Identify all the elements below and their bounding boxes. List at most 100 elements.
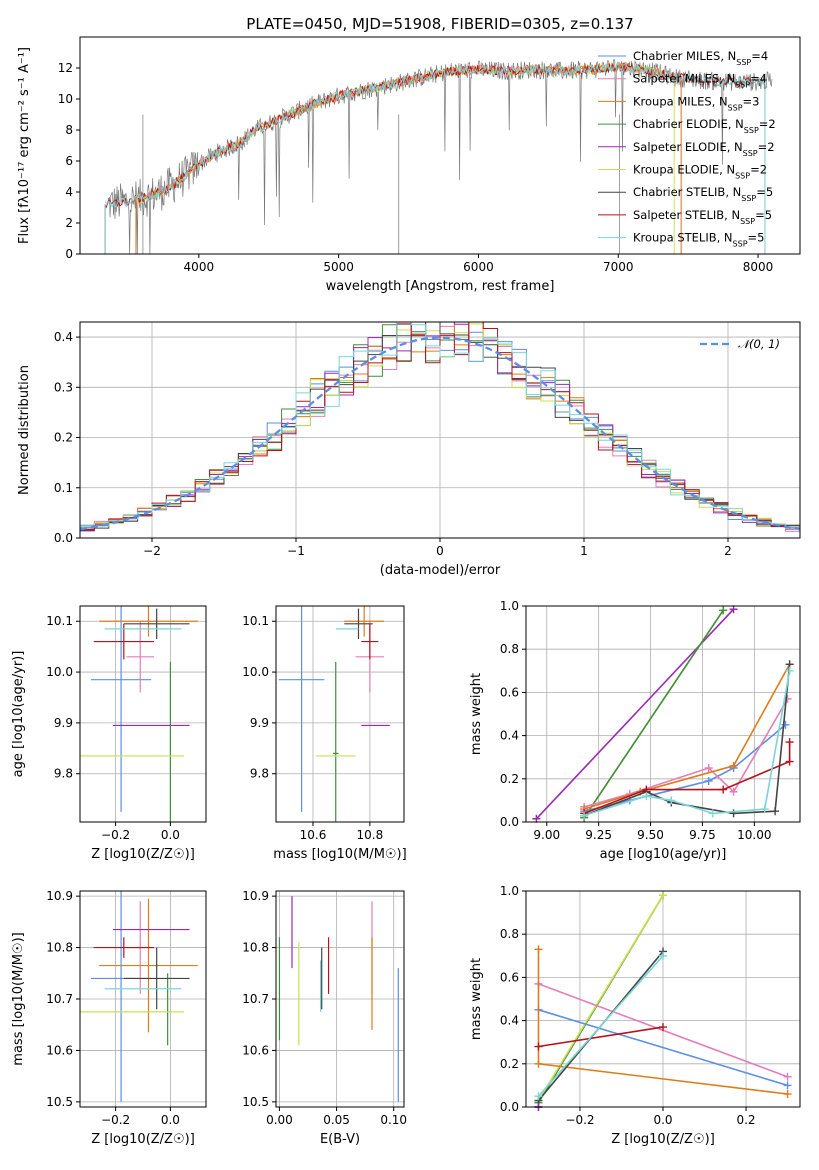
weight-line [583,698,789,808]
y-tick-label: 1.0 [500,884,519,898]
legend-label: 𝒩(0, 1) [738,337,780,351]
y-tick-label: 9.9 [54,716,73,730]
residuals-panel: −2 −1 0 1 2 0.0 0.1 0.2 0.3 0.4 (data-model)/error… [17,321,801,578]
age_vs_mass-panel: 10.6 10.8 9.8 9.9 10.0 10.1 mass [log10(M/M☉)] [242,605,407,862]
y-tick-label: 0.2 [500,772,519,786]
weight-marker [580,811,589,820]
y-tick-label: 10.7 [46,992,73,1006]
x-axis-label: mass [log10(M/M☉)] [273,847,406,862]
y-tick-label: 10.9 [46,889,73,903]
x-tick-label: −2 [143,544,161,558]
weight-marker [534,1092,543,1101]
weight-marker [704,776,713,785]
weight-marker [729,787,738,796]
weight-marker [659,951,667,960]
weight_vs_age-panel: 9.00 9.25 9.50 9.75 10.00 0.0 0.2 0.4 0.6 0.8 1.0 a… [469,599,801,862]
y-tick-label: 10.8 [46,941,73,955]
y-tick-label: 10.5 [46,1095,73,1109]
weight-marker [704,764,713,772]
x-tick-label: 10.00 [737,828,771,842]
x-tick-label: −1 [287,544,305,558]
y-tick-label: 9.8 [54,767,73,781]
weight-line [537,894,664,1101]
x-tick-label: 8000 [743,260,774,274]
y-tick-label: 0.0 [500,815,519,829]
weight-marker [534,945,543,954]
y-tick-label: 1.0 [500,599,519,613]
x-tick-label: 5000 [323,260,354,274]
y-tick-label: 10.6 [46,1043,73,1057]
x-tick-label: 0 [436,544,444,558]
weight-marker [729,605,738,614]
weight-marker [783,1072,792,1081]
spectrum-panel: 4000 5000 6000 7000 8000 0 2 4 6 8 10 12 wavelength … [17,36,801,294]
axes-frame [79,890,207,1108]
y-tick-label: 10.7 [242,992,269,1006]
x-tick-label: 9.00 [533,828,560,842]
axes-frame [525,605,801,823]
weight-line [535,608,735,820]
y-tick-label: 10.1 [242,614,269,628]
axes-frame [275,890,405,1108]
y-tick-label: 0.4 [54,330,73,344]
weight-marker [729,761,738,770]
axes-frame [275,605,405,823]
y-tick-label: 0.4 [500,729,519,743]
y-tick-label: 10.1 [46,614,73,628]
y-axis-label: Flux [fλ10⁻¹⁷ erg cm⁻² s⁻¹ A⁻¹] [17,47,32,244]
y-tick-label: 0.4 [500,1014,519,1028]
axes-frame [525,890,801,1108]
y-tick-label: 0.6 [500,970,519,984]
x-tick-label: 6000 [463,260,494,274]
weight-line [583,742,791,815]
x-axis-label: Z [log10(Z/Z☉)] [91,1132,195,1147]
histogram-step [80,322,800,529]
y-axis-label: mass [log10(M/M☉)] [11,932,26,1065]
x-tick-label: 0.0 [161,828,180,842]
weight-marker [642,792,651,801]
weight-marker [534,1042,543,1051]
y-axis-label: mass weight [469,958,484,1040]
x-tick-label: 1 [580,544,588,558]
y-tick-label: 10.6 [242,1043,269,1057]
weight-marker [719,606,728,615]
x-tick-label: 0.0 [653,1113,672,1127]
x-axis-label: (data-model)/error [380,563,501,578]
y-tick-label: 0.0 [500,1100,519,1114]
weight-line [583,609,724,819]
legend-label: Chabrier STELIB, NSSP=5 [633,185,773,203]
weight_vs_Z-panel: −0.2 0.0 0.2 0.0 0.2 0.4 0.6 0.8 1.0 Z [log10(Z/Z… [469,884,801,1147]
y-tick-label: 6 [65,154,73,168]
normal-curve [79,336,801,531]
x-tick-label: 0.10 [380,1113,407,1127]
x-tick-label: −0.2 [101,1113,130,1127]
weight-marker [785,666,794,675]
x-tick-label: 10.6 [300,828,327,842]
weight-line [538,1026,664,1048]
y-tick-label: 0.3 [54,380,73,394]
model-spectrum-line [104,61,766,208]
y-tick-label: 0.0 [54,531,73,545]
y-tick-label: 8 [65,123,73,137]
x-axis-label: wavelength [Angstrom, rest frame] [326,279,555,294]
y-tick-label: 9.8 [250,767,269,781]
weight-marker [659,1023,667,1032]
y-tick-label: 2 [65,216,73,230]
weight-marker [729,809,738,818]
x-axis-label: Z [log10(Z/Z☉)] [91,847,195,862]
x-tick-label: 0.0 [161,1113,180,1127]
y-tick-label: 0 [65,247,73,261]
weight-marker [532,814,541,823]
weight-marker [783,1090,792,1099]
weight-marker [785,738,794,747]
x-tick-label: 0.2 [736,1113,755,1127]
y-axis-label: Normed distribution [17,365,32,495]
weight-line [538,1009,788,1087]
weight-line [583,670,791,817]
legend-label: Chabrier MILES, NSSP=4 [633,49,768,67]
legend-label: Kroupa ELODIE, NSSP=2 [633,163,767,181]
weight-marker [719,785,728,794]
y-tick-label: 4 [65,185,73,199]
x-tick-label: 4000 [184,260,215,274]
x-axis-label: age [log10(age/yr)] [600,847,727,862]
